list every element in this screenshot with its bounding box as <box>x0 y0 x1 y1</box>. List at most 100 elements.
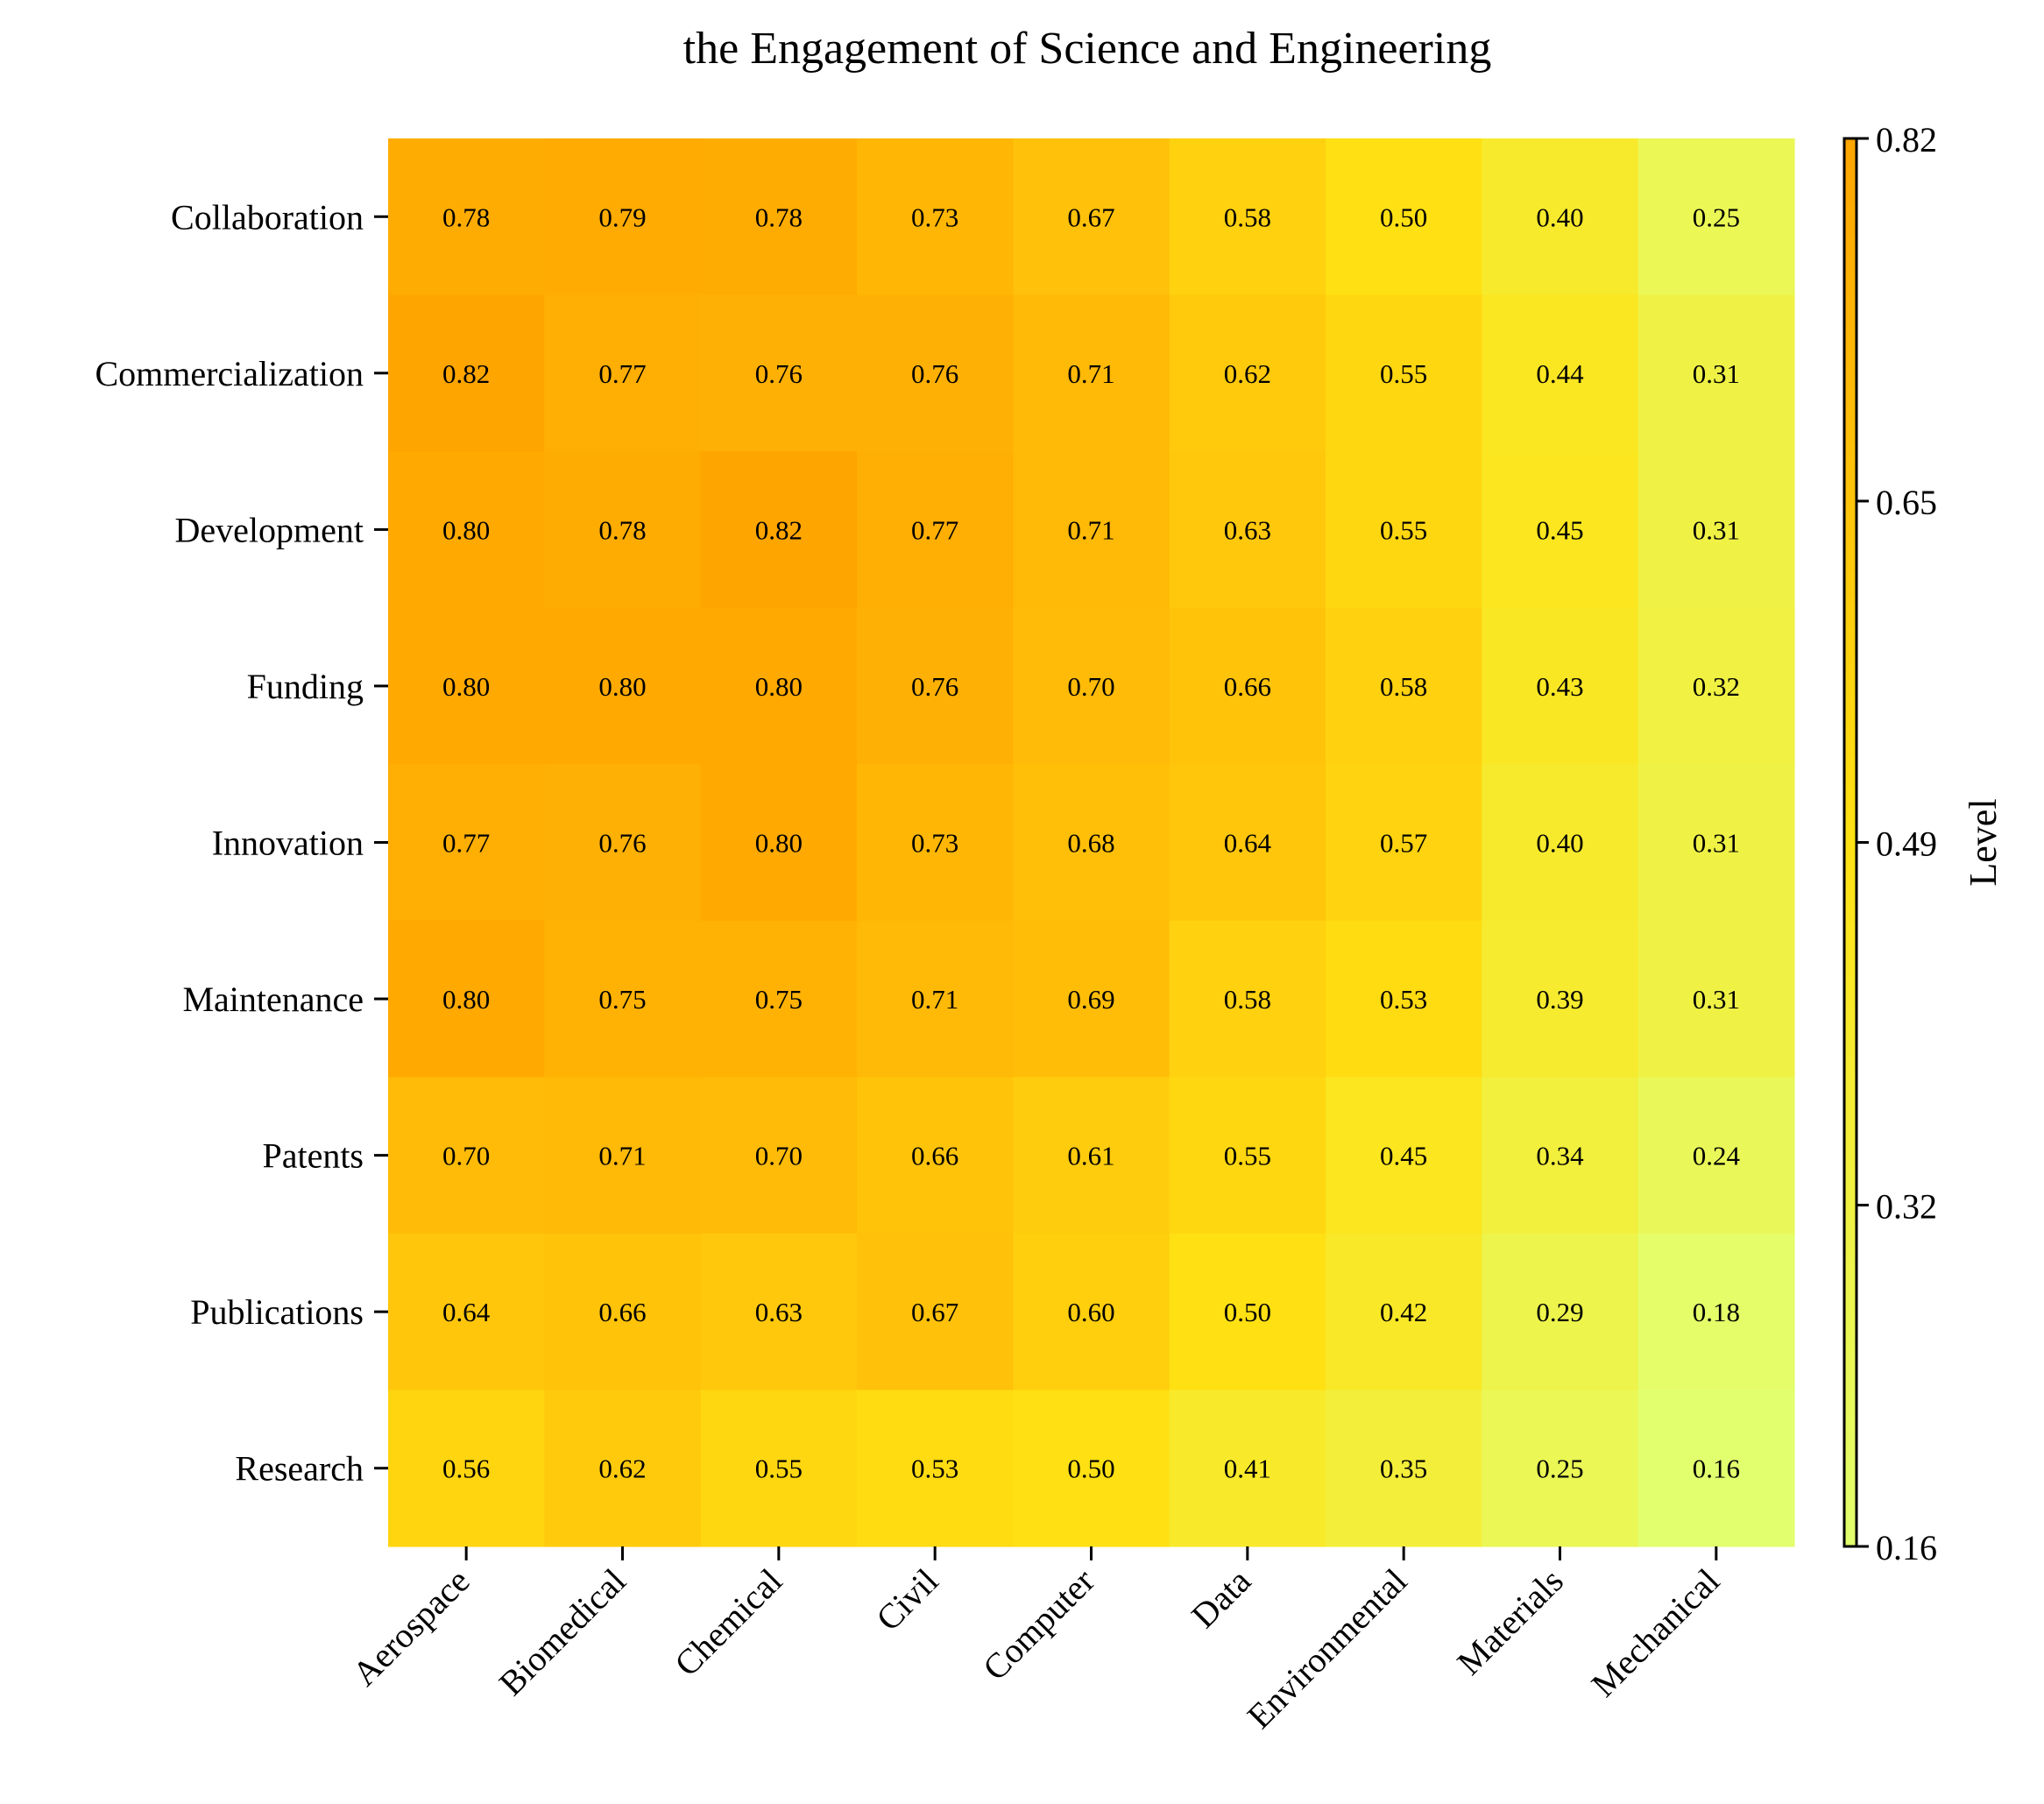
cell-value-label: 0.75 <box>598 984 646 1015</box>
cell-value-label: 0.78 <box>442 202 490 232</box>
heatmap-cell <box>544 920 702 1078</box>
heatmap-cell <box>1637 451 1795 609</box>
chart-title: the Engagement of Science and Engineerin… <box>683 24 1492 74</box>
cell-value-label: 0.82 <box>755 514 803 545</box>
heatmap-cell <box>1013 138 1171 296</box>
cell-value-label: 0.70 <box>755 1141 803 1171</box>
cell-value-label: 0.71 <box>1067 358 1114 389</box>
cell-value-label: 0.76 <box>755 358 803 389</box>
cell-value-label: 0.31 <box>1693 984 1740 1015</box>
heatmap-cell <box>1637 138 1795 296</box>
cell-value-label: 0.39 <box>1536 984 1583 1015</box>
heatmap-cell <box>1169 1233 1326 1391</box>
x-tick-label: Aerospace <box>344 1561 477 1694</box>
cell-value-label: 0.67 <box>911 1297 958 1327</box>
cell-value-label: 0.80 <box>755 828 803 859</box>
cell-value-label: 0.24 <box>1693 1141 1741 1171</box>
cell-value-label: 0.73 <box>911 202 958 232</box>
heatmap-cell <box>388 138 545 296</box>
cell-value-label: 0.66 <box>1224 671 1271 702</box>
cell-value-label: 0.55 <box>1380 358 1427 389</box>
heatmap-cell <box>1637 920 1795 1078</box>
heatmap-cell <box>1013 764 1171 922</box>
colorbar-gradient <box>1842 137 1858 1548</box>
y-tick-label: Commercialization <box>95 354 364 393</box>
colorbar-tick-label: 0.16 <box>1876 1528 1937 1567</box>
cell-value-label: 0.70 <box>442 1141 490 1171</box>
cell-value-label: 0.78 <box>755 202 803 232</box>
cell-value-label: 0.57 <box>1380 828 1427 859</box>
heatmap-cell <box>1326 1077 1482 1235</box>
heatmap-cell <box>1326 607 1482 765</box>
cell-value-label: 0.66 <box>598 1297 646 1327</box>
cell-value-label: 0.76 <box>911 358 958 389</box>
heatmap-cell <box>544 1233 702 1391</box>
heatmap-cell <box>1169 764 1326 922</box>
heatmap-cell <box>544 138 702 296</box>
x-tick-label: Biomedical <box>492 1561 633 1703</box>
heatmap-cell <box>857 920 1014 1078</box>
heatmap-cell <box>1169 451 1326 609</box>
y-tick-label: Maintenance <box>182 980 364 1019</box>
heatmap-cell <box>1326 920 1482 1078</box>
cell-value-label: 0.63 <box>755 1297 803 1327</box>
heatmap-cell <box>1637 1390 1795 1547</box>
heatmap-cell <box>1482 607 1639 765</box>
heatmap-cell <box>857 294 1014 452</box>
heatmap-cell <box>1482 451 1639 609</box>
colorbar-tick-label: 0.65 <box>1876 483 1937 522</box>
cell-value-label: 0.29 <box>1536 1297 1583 1327</box>
heatmap-cell <box>388 920 545 1078</box>
cell-value-label: 0.82 <box>442 358 490 389</box>
heatmap-cell <box>700 920 858 1078</box>
heatmap-cell <box>1482 294 1639 452</box>
cell-value-label: 0.62 <box>1224 358 1271 389</box>
cell-value-label: 0.50 <box>1224 1297 1271 1327</box>
cell-value-label: 0.40 <box>1536 828 1583 859</box>
cell-value-label: 0.66 <box>911 1141 958 1171</box>
y-axis: Collaboration Commercialization Developmen… <box>95 197 388 1489</box>
cell-value-label: 0.60 <box>1067 1297 1114 1327</box>
heatmap-cell <box>1013 1233 1171 1391</box>
heatmap-cell <box>1013 607 1171 765</box>
cell-value-label: 0.76 <box>911 671 958 702</box>
cell-value-label: 0.71 <box>1067 514 1114 545</box>
cell-value-label: 0.31 <box>1693 514 1740 545</box>
cell-value-label: 0.43 <box>1536 671 1583 702</box>
cell-value-label: 0.71 <box>911 984 958 1015</box>
colorbar-tick-label: 0.32 <box>1876 1186 1937 1226</box>
colorbar-tick-label: 0.49 <box>1876 824 1937 864</box>
cell-value-label: 0.78 <box>598 514 646 545</box>
cell-value-label: 0.80 <box>442 671 490 702</box>
cell-value-label: 0.25 <box>1693 202 1740 232</box>
heatmap-cell <box>1637 764 1795 922</box>
heatmap-cell <box>388 764 545 922</box>
cell-value-label: 0.50 <box>1380 202 1427 232</box>
heatmap-cell <box>1482 138 1639 296</box>
heatmap-cell <box>1482 764 1639 922</box>
cell-value-label: 0.31 <box>1693 358 1740 389</box>
cell-value-label: 0.71 <box>598 1141 646 1171</box>
cell-value-label: 0.45 <box>1380 1141 1427 1171</box>
heatmap-cell <box>1482 920 1639 1078</box>
heatmap-cell <box>700 1390 858 1547</box>
cell-value-label: 0.75 <box>755 984 803 1015</box>
heatmap-cell <box>1326 1390 1482 1547</box>
heatmap-cell <box>388 451 545 609</box>
cell-value-label: 0.80 <box>598 671 646 702</box>
heatmap-cell <box>700 1233 858 1391</box>
cell-value-label: 0.73 <box>911 828 958 859</box>
heatmap-cell <box>700 451 858 609</box>
x-tick-label: Civil <box>868 1561 945 1638</box>
heatmap-cell <box>1169 607 1326 765</box>
heatmap-cell <box>1326 1233 1482 1391</box>
heatmap-cell <box>857 607 1014 765</box>
x-tick-label: Data <box>1184 1560 1258 1635</box>
cell-value-label: 0.42 <box>1380 1297 1427 1327</box>
y-tick-label: Development <box>175 510 364 549</box>
heatmap-cell <box>1013 294 1171 452</box>
x-tick-label: Materials <box>1449 1561 1571 1683</box>
cell-value-label: 0.64 <box>1224 828 1272 859</box>
heatmap-cell <box>857 1233 1014 1391</box>
cell-value-label: 0.55 <box>1224 1141 1271 1171</box>
